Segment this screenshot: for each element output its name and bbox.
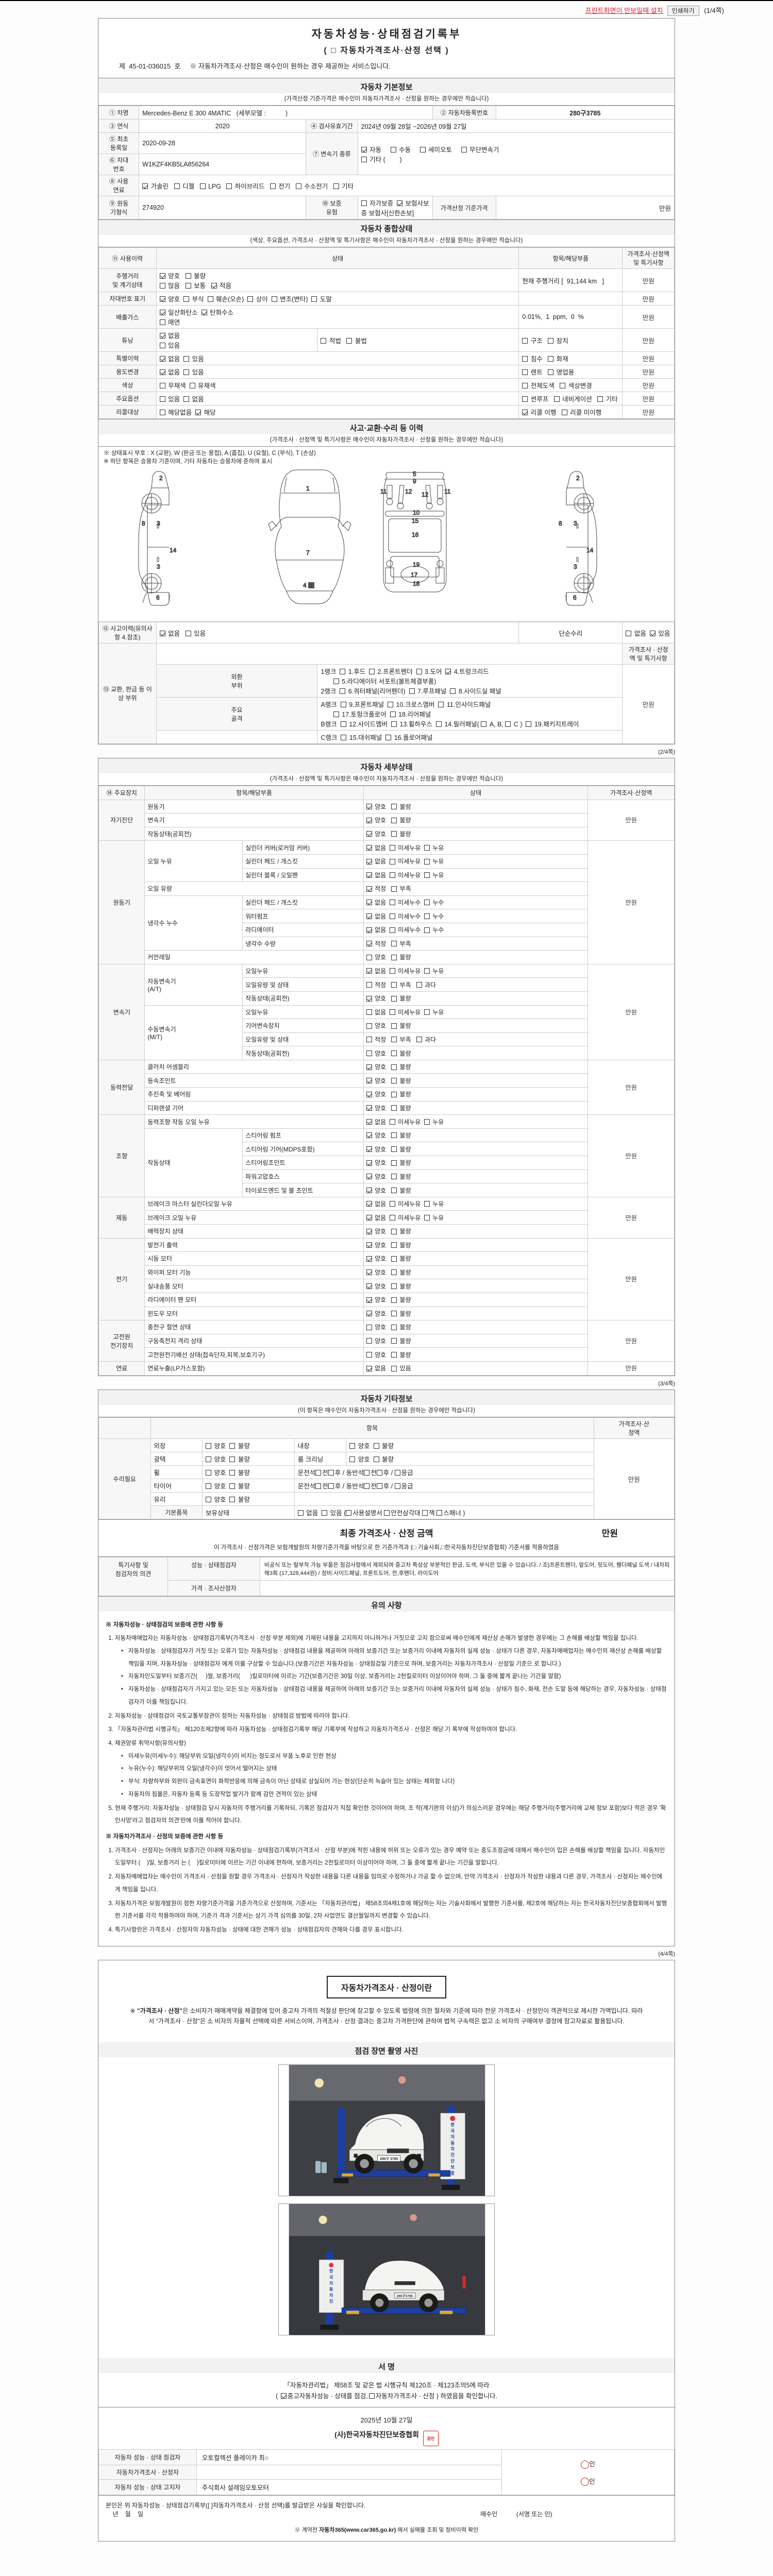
svg-text:한: 한 xyxy=(329,2268,333,2274)
svg-text:280구 3785: 280구 3785 xyxy=(380,2157,398,2161)
svg-text:보: 보 xyxy=(450,2164,455,2170)
svg-text:3: 3 xyxy=(574,520,577,527)
svg-text:14: 14 xyxy=(170,547,177,554)
svg-text:6: 6 xyxy=(573,594,577,601)
svg-text:2: 2 xyxy=(159,474,163,482)
svg-text:4: 4 xyxy=(303,582,307,589)
svg-text:16: 16 xyxy=(412,531,419,538)
svg-text:9: 9 xyxy=(413,478,416,485)
svg-text:국: 국 xyxy=(329,2275,333,2279)
svg-text:8: 8 xyxy=(142,520,145,527)
svg-text:2: 2 xyxy=(576,474,580,482)
svg-text:11: 11 xyxy=(380,488,387,495)
svg-text:증: 증 xyxy=(450,2170,455,2175)
svg-text:5: 5 xyxy=(413,470,416,478)
svg-text:차: 차 xyxy=(450,2146,455,2151)
svg-text:한: 한 xyxy=(450,2122,455,2127)
svg-text:18: 18 xyxy=(413,580,420,587)
svg-text:3: 3 xyxy=(157,563,160,570)
svg-text:동: 동 xyxy=(329,2287,333,2292)
svg-text:19: 19 xyxy=(413,561,420,568)
svg-text:12: 12 xyxy=(422,491,429,498)
svg-text:자: 자 xyxy=(450,2134,455,2139)
svg-text:동: 동 xyxy=(450,2140,455,2145)
svg-text:상E: 상E xyxy=(328,2245,334,2250)
svg-text:차: 차 xyxy=(329,2292,333,2297)
svg-text:15: 15 xyxy=(412,517,419,524)
svg-text:17: 17 xyxy=(411,571,418,579)
svg-text:8: 8 xyxy=(559,520,562,527)
svg-text:단: 단 xyxy=(450,2158,455,2163)
svg-text:11: 11 xyxy=(444,488,451,495)
svg-text:3: 3 xyxy=(574,563,577,570)
svg-text:자: 자 xyxy=(329,2280,333,2285)
svg-text:7: 7 xyxy=(306,549,310,556)
svg-text:진: 진 xyxy=(450,2152,455,2157)
svg-text:진: 진 xyxy=(329,2298,333,2303)
svg-text:10: 10 xyxy=(413,509,420,516)
svg-text:X: X xyxy=(309,583,312,588)
svg-text:280구3785: 280구3785 xyxy=(397,2294,413,2298)
svg-text:1: 1 xyxy=(306,485,310,492)
svg-text:12: 12 xyxy=(405,488,412,495)
svg-text:국: 국 xyxy=(450,2128,455,2133)
svg-text:6: 6 xyxy=(156,594,160,601)
svg-text:14: 14 xyxy=(586,547,594,554)
svg-text:3: 3 xyxy=(157,520,160,527)
